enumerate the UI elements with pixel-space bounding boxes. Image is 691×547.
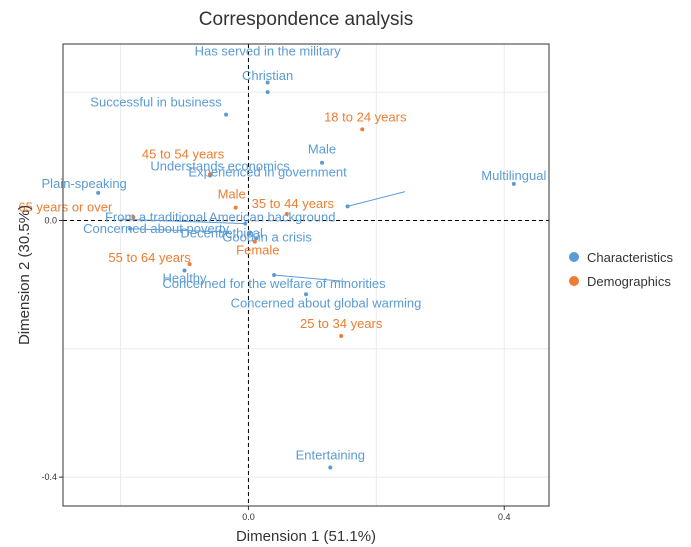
point-label: Male	[218, 187, 246, 202]
data-point	[224, 112, 229, 117]
point-label: Experienced in government	[188, 164, 347, 179]
point-label: Plain-speaking	[42, 176, 127, 191]
data-points	[96, 80, 516, 470]
data-point	[131, 215, 136, 220]
data-point	[254, 236, 259, 241]
label-connector	[347, 191, 406, 207]
x-tick-label: 0.4	[498, 512, 511, 522]
legend-marker	[569, 252, 579, 262]
data-point	[284, 212, 289, 217]
data-point	[128, 226, 133, 231]
point-label: Understands economics	[150, 159, 290, 174]
point-label: Good in a crisis	[222, 229, 312, 244]
data-point	[304, 292, 308, 297]
data-point	[252, 239, 257, 244]
point-label: Successful in business	[90, 95, 222, 110]
axis-ticks: 0.0 0.4 0.0 -0.4	[41, 215, 510, 522]
data-point	[182, 268, 187, 273]
data-point	[345, 204, 350, 209]
point-label: 65 years or over	[18, 199, 113, 214]
point-labels: Has served in the military Christian Succe…	[18, 44, 546, 463]
data-point	[208, 172, 213, 177]
y-tick-label: -0.4	[41, 472, 57, 482]
data-point	[96, 190, 101, 195]
data-point	[511, 181, 516, 186]
plot-area: Has served in the military Christian Succe…	[18, 43, 550, 507]
plot-border	[62, 43, 550, 507]
legend-label: Characteristics	[587, 250, 673, 265]
data-point	[187, 262, 192, 267]
point-label: Has served in the military	[195, 44, 341, 59]
legend-label: Demographics	[587, 274, 671, 289]
data-point	[319, 160, 324, 165]
point-label: From a traditional American background	[105, 210, 336, 225]
label-connectors	[120, 191, 406, 282]
point-label: Female	[236, 243, 279, 258]
y-axis-title: Dimension 2 (30.5%)	[16, 205, 33, 345]
y-tick-label: 0.0	[44, 215, 57, 225]
label-connector	[130, 228, 230, 233]
legend-marker	[569, 276, 579, 286]
point-label: Multilingual	[481, 168, 546, 183]
point-label: 18 to 24 years	[324, 109, 407, 124]
point-label: Concerned about poverty	[83, 221, 229, 236]
data-point	[339, 333, 344, 338]
plot-background	[63, 44, 549, 506]
point-label: 25 to 34 years	[300, 316, 383, 331]
point-label: Male	[308, 142, 336, 157]
point-label: Decent/ethical	[181, 225, 263, 240]
point-label: 45 to 54 years	[142, 146, 225, 161]
data-point	[243, 221, 248, 226]
point-label: Concerned for the welfare of minorities	[162, 276, 386, 291]
x-tick-label: 0.0	[242, 512, 255, 522]
label-connector	[120, 218, 246, 225]
x-axis-title: Dimension 1 (51.1%)	[236, 528, 376, 545]
point-label: Concerned about global warming	[231, 295, 422, 310]
chart-title: Correspondence analysis	[199, 9, 413, 30]
point-label: Christian	[242, 68, 293, 83]
point-label: Entertaining	[296, 448, 365, 463]
data-point	[247, 231, 252, 236]
point-label: 55 to 64 years	[108, 250, 191, 265]
data-point	[265, 80, 270, 85]
point-label: 35 to 44 years	[252, 196, 335, 211]
data-point	[328, 465, 333, 470]
data-point	[233, 205, 238, 210]
data-point	[360, 127, 365, 132]
data-point	[265, 90, 270, 95]
point-label: Healthy	[162, 271, 207, 286]
label-connector	[273, 274, 345, 282]
data-point	[272, 273, 277, 277]
legend: Characteristics Demographics	[569, 250, 673, 289]
